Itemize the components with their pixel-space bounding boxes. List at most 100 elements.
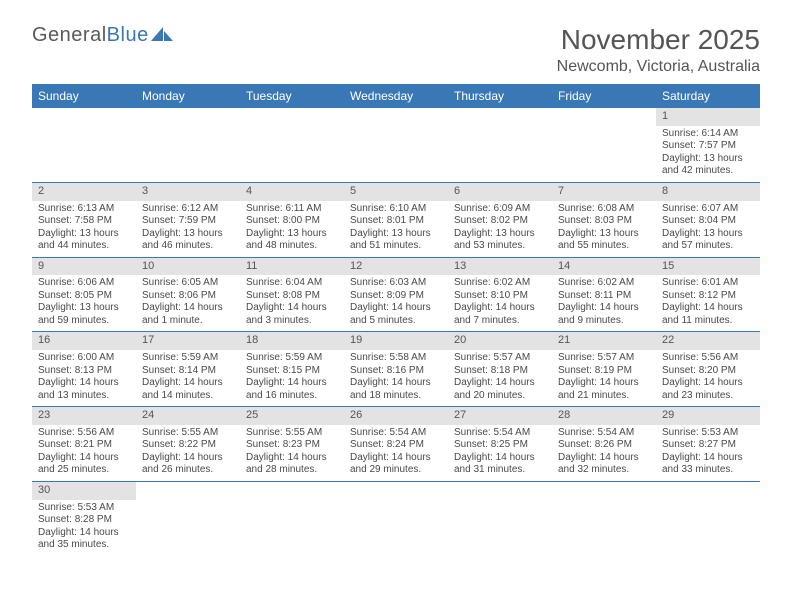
day-sunrise: Sunrise: 6:02 AM: [558, 277, 650, 290]
day-sunset: Sunset: 8:24 PM: [350, 439, 442, 452]
day-day2: and 9 minutes.: [558, 315, 650, 328]
day-body: Sunrise: 5:55 AMSunset: 8:22 PMDaylight:…: [136, 425, 240, 481]
day-number: 19: [344, 332, 448, 350]
day-day2: and 25 minutes.: [38, 464, 130, 477]
day-number: 13: [448, 258, 552, 276]
calendar-cell: 5Sunrise: 6:10 AMSunset: 8:01 PMDaylight…: [344, 182, 448, 257]
calendar-cell: 4Sunrise: 6:11 AMSunset: 8:00 PMDaylight…: [240, 182, 344, 257]
day-number: 6: [448, 183, 552, 201]
day-sunset: Sunset: 8:28 PM: [38, 514, 130, 527]
day-number: 26: [344, 407, 448, 425]
day-header: Tuesday: [240, 84, 344, 108]
day-sunrise: Sunrise: 5:59 AM: [246, 352, 338, 365]
day-body: Sunrise: 5:59 AMSunset: 8:15 PMDaylight:…: [240, 350, 344, 406]
day-body: Sunrise: 6:09 AMSunset: 8:02 PMDaylight:…: [448, 201, 552, 257]
day-number: 21: [552, 332, 656, 350]
calendar-cell: 15Sunrise: 6:01 AMSunset: 8:12 PMDayligh…: [656, 257, 760, 332]
day-day1: Daylight: 14 hours: [558, 302, 650, 315]
day-body: Sunrise: 5:57 AMSunset: 8:18 PMDaylight:…: [448, 350, 552, 406]
day-day2: and 11 minutes.: [662, 315, 754, 328]
day-body: Sunrise: 6:14 AMSunset: 7:57 PMDaylight:…: [656, 126, 760, 182]
day-day2: and 21 minutes.: [558, 390, 650, 403]
day-number: 7: [552, 183, 656, 201]
day-day1: Daylight: 14 hours: [142, 452, 234, 465]
calendar-cell: [240, 108, 344, 182]
calendar-cell: 12Sunrise: 6:03 AMSunset: 8:09 PMDayligh…: [344, 257, 448, 332]
day-sunrise: Sunrise: 5:57 AM: [558, 352, 650, 365]
day-sunset: Sunset: 8:05 PM: [38, 290, 130, 303]
calendar-cell: 1Sunrise: 6:14 AMSunset: 7:57 PMDaylight…: [656, 108, 760, 182]
day-sunset: Sunset: 8:21 PM: [38, 439, 130, 452]
calendar-table: Sunday Monday Tuesday Wednesday Thursday…: [32, 84, 760, 556]
calendar-cell: 2Sunrise: 6:13 AMSunset: 7:58 PMDaylight…: [32, 182, 136, 257]
day-number: 29: [656, 407, 760, 425]
day-sunset: Sunset: 8:16 PM: [350, 365, 442, 378]
day-body: Sunrise: 6:13 AMSunset: 7:58 PMDaylight:…: [32, 201, 136, 257]
calendar-cell: [448, 481, 552, 555]
day-sunset: Sunset: 8:27 PM: [662, 439, 754, 452]
day-sunset: Sunset: 7:57 PM: [662, 140, 754, 153]
day-number: 25: [240, 407, 344, 425]
day-day1: Daylight: 13 hours: [142, 228, 234, 241]
calendar-cell: 8Sunrise: 6:07 AMSunset: 8:04 PMDaylight…: [656, 182, 760, 257]
day-day1: Daylight: 14 hours: [454, 377, 546, 390]
day-sunset: Sunset: 8:11 PM: [558, 290, 650, 303]
calendar-cell: 24Sunrise: 5:55 AMSunset: 8:22 PMDayligh…: [136, 407, 240, 482]
calendar-cell: 17Sunrise: 5:59 AMSunset: 8:14 PMDayligh…: [136, 332, 240, 407]
day-sunrise: Sunrise: 6:14 AM: [662, 128, 754, 141]
day-sunrise: Sunrise: 5:57 AM: [454, 352, 546, 365]
day-number: 20: [448, 332, 552, 350]
day-number: 4: [240, 183, 344, 201]
day-day2: and 18 minutes.: [350, 390, 442, 403]
day-number: 22: [656, 332, 760, 350]
day-day1: Daylight: 13 hours: [558, 228, 650, 241]
day-sunrise: Sunrise: 5:56 AM: [38, 427, 130, 440]
day-header: Wednesday: [344, 84, 448, 108]
day-sunrise: Sunrise: 5:59 AM: [142, 352, 234, 365]
calendar-cell: 19Sunrise: 5:58 AMSunset: 8:16 PMDayligh…: [344, 332, 448, 407]
day-sunset: Sunset: 8:03 PM: [558, 215, 650, 228]
day-day2: and 14 minutes.: [142, 390, 234, 403]
day-sunset: Sunset: 8:02 PM: [454, 215, 546, 228]
day-sunrise: Sunrise: 6:13 AM: [38, 203, 130, 216]
day-day1: Daylight: 14 hours: [350, 302, 442, 315]
calendar-cell: [656, 481, 760, 555]
day-number: 24: [136, 407, 240, 425]
calendar-cell: [136, 108, 240, 182]
day-sunset: Sunset: 8:22 PM: [142, 439, 234, 452]
day-number: 10: [136, 258, 240, 276]
day-body: Sunrise: 5:54 AMSunset: 8:25 PMDaylight:…: [448, 425, 552, 481]
day-sunrise: Sunrise: 6:10 AM: [350, 203, 442, 216]
day-sunset: Sunset: 8:23 PM: [246, 439, 338, 452]
day-day1: Daylight: 14 hours: [38, 377, 130, 390]
day-body: Sunrise: 6:03 AMSunset: 8:09 PMDaylight:…: [344, 275, 448, 331]
calendar-cell: 30Sunrise: 5:53 AMSunset: 8:28 PMDayligh…: [32, 481, 136, 555]
day-sunrise: Sunrise: 6:00 AM: [38, 352, 130, 365]
day-sunset: Sunset: 8:00 PM: [246, 215, 338, 228]
day-body: Sunrise: 6:01 AMSunset: 8:12 PMDaylight:…: [656, 275, 760, 331]
day-sunset: Sunset: 7:58 PM: [38, 215, 130, 228]
day-day1: Daylight: 14 hours: [38, 452, 130, 465]
day-sunrise: Sunrise: 6:01 AM: [662, 277, 754, 290]
day-sunrise: Sunrise: 6:04 AM: [246, 277, 338, 290]
day-sunrise: Sunrise: 6:11 AM: [246, 203, 338, 216]
day-number: 15: [656, 258, 760, 276]
title-block: November 2025 Newcomb, Victoria, Austral…: [557, 24, 760, 76]
day-day2: and 16 minutes.: [246, 390, 338, 403]
day-sunset: Sunset: 8:09 PM: [350, 290, 442, 303]
calendar-cell: 28Sunrise: 5:54 AMSunset: 8:26 PMDayligh…: [552, 407, 656, 482]
calendar-week: 2Sunrise: 6:13 AMSunset: 7:58 PMDaylight…: [32, 182, 760, 257]
day-number: 28: [552, 407, 656, 425]
day-sunset: Sunset: 8:12 PM: [662, 290, 754, 303]
day-sunrise: Sunrise: 6:02 AM: [454, 277, 546, 290]
location: Newcomb, Victoria, Australia: [557, 58, 760, 76]
day-sunrise: Sunrise: 5:54 AM: [558, 427, 650, 440]
day-day1: Daylight: 14 hours: [558, 377, 650, 390]
day-day1: Daylight: 14 hours: [454, 452, 546, 465]
day-day1: Daylight: 13 hours: [662, 153, 754, 166]
day-day2: and 13 minutes.: [38, 390, 130, 403]
calendar-week: 9Sunrise: 6:06 AMSunset: 8:05 PMDaylight…: [32, 257, 760, 332]
day-sunrise: Sunrise: 6:05 AM: [142, 277, 234, 290]
calendar-week: 30Sunrise: 5:53 AMSunset: 8:28 PMDayligh…: [32, 481, 760, 555]
calendar-cell: 25Sunrise: 5:55 AMSunset: 8:23 PMDayligh…: [240, 407, 344, 482]
